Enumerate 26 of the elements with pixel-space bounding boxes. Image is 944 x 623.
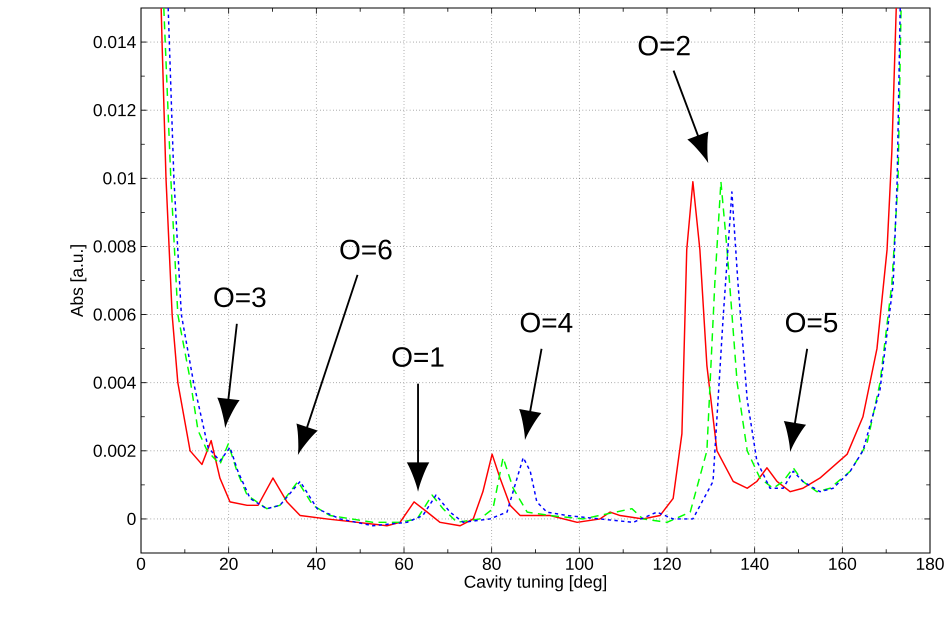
annotation: O=6 — [340, 240, 392, 260]
y-tick-label: 0.01 — [103, 172, 136, 184]
y-tick-label: 0.008 — [94, 240, 136, 253]
y-axis-title: Abs [a.u.] — [70, 245, 86, 318]
x-tick-label: 80 — [482, 558, 501, 570]
y-tick-label: 0.002 — [94, 444, 136, 457]
x-tick-label: 40 — [307, 558, 326, 570]
annotation: O=3 — [214, 287, 266, 308]
annotation: O=2 — [638, 36, 690, 56]
x-tick-label: 0 — [136, 558, 146, 570]
x-tick-label: 100 — [566, 558, 594, 570]
annotation: O=4 — [520, 312, 572, 332]
x-tick-label: 140 — [742, 558, 768, 570]
y-tick-label: 0.014 — [94, 36, 136, 48]
x-tick-label: 180 — [916, 558, 944, 570]
y-tick-label: 0.012 — [94, 104, 136, 116]
x-tick-label: 160 — [829, 558, 856, 570]
y-tick-label: 0.006 — [94, 308, 136, 321]
annotation: O=5 — [786, 312, 838, 332]
y-tick-label: 0.004 — [94, 376, 136, 389]
x-tick-label: 120 — [654, 558, 681, 570]
x-axis-title: Cavity tuning [deg] — [464, 575, 606, 592]
x-tick-label: 60 — [395, 558, 413, 570]
annotation: O=1 — [392, 347, 444, 367]
x-tick-label: 20 — [220, 558, 238, 570]
y-tick-label: 0 — [127, 512, 136, 526]
